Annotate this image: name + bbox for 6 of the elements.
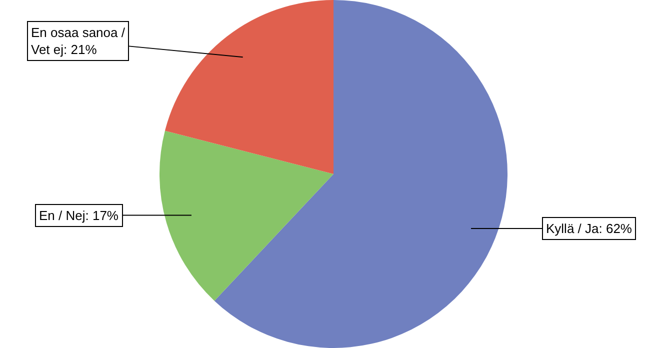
pie-slice xyxy=(164,0,334,174)
slice-label: En osaa sanoa / Vet ej: 21% xyxy=(31,25,126,57)
pie-slice xyxy=(160,130,334,301)
slice-label: En / Nej: 17% xyxy=(39,208,119,223)
slice-label: Kyllä / Ja: 62% xyxy=(546,221,632,236)
pie-slice xyxy=(214,0,508,348)
